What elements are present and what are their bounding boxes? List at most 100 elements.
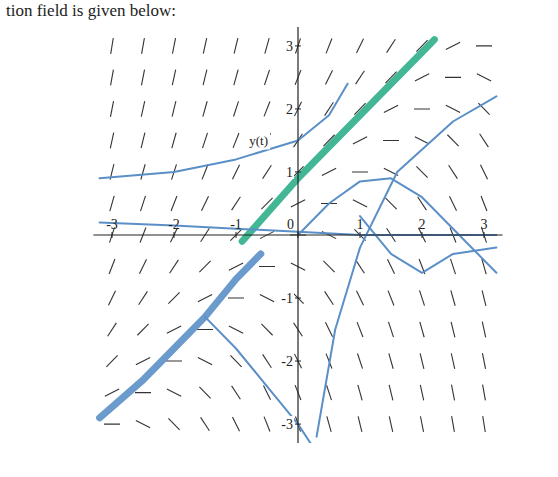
slope-segment xyxy=(327,416,331,431)
slope-segment xyxy=(172,70,175,86)
slope-segment xyxy=(228,297,244,298)
slope-segment xyxy=(352,171,368,172)
slope-segment xyxy=(139,259,146,273)
solution-curve xyxy=(100,254,261,418)
slope-segment xyxy=(141,196,146,211)
slope-segment xyxy=(449,196,456,210)
slope-segment xyxy=(199,261,210,272)
x-tick xyxy=(484,232,485,238)
slope-segment xyxy=(420,416,423,432)
y-tick-label: 3 xyxy=(286,39,293,54)
label-ground xyxy=(285,164,294,179)
slope-segment xyxy=(137,324,148,335)
slope-segment xyxy=(356,260,365,273)
y-tick-label: -2 xyxy=(281,354,293,369)
slope-segment xyxy=(445,77,461,78)
slope-segment xyxy=(265,38,269,53)
slope-segment xyxy=(263,354,272,367)
slope-segment xyxy=(449,165,458,178)
slope-segment xyxy=(356,39,363,53)
slope-segment xyxy=(166,361,182,362)
slope-segment xyxy=(106,355,117,366)
slope-segment xyxy=(476,45,492,46)
y-tick xyxy=(295,108,301,109)
slope-segment xyxy=(325,70,332,84)
slope-segment xyxy=(203,38,206,54)
slope-segment xyxy=(198,357,212,364)
slope-segment xyxy=(141,101,144,117)
y-tick xyxy=(295,171,301,172)
label-ground xyxy=(280,290,294,305)
slope-segment xyxy=(416,166,427,177)
x-tick-label: -1 xyxy=(230,217,242,232)
slope-segment xyxy=(141,133,145,149)
slope-segment xyxy=(356,71,365,84)
y-axis xyxy=(297,27,298,443)
slope-segment xyxy=(327,385,332,400)
label-ground xyxy=(247,132,270,149)
slope-segment xyxy=(111,38,114,54)
slope-segment xyxy=(414,108,430,109)
slope-segment xyxy=(452,416,455,432)
slope-segment xyxy=(451,353,454,369)
slope-segment xyxy=(482,322,485,338)
slope-segment xyxy=(387,259,394,273)
slope-segment xyxy=(259,266,275,267)
slope-segment xyxy=(322,168,336,175)
slope-segment xyxy=(135,392,151,393)
slope-segment xyxy=(168,292,179,303)
label-ground xyxy=(280,353,294,368)
slope-segment xyxy=(451,322,455,338)
slope-segment xyxy=(136,420,150,427)
slope-segment xyxy=(108,291,115,305)
slope-segment xyxy=(168,418,179,429)
slope-segment xyxy=(170,260,179,273)
x-tick-label: 1 xyxy=(357,217,364,232)
x-tick-label: 0 xyxy=(287,217,294,232)
slope-segment xyxy=(388,291,394,306)
slope-segment xyxy=(387,39,396,52)
y-tick-label: 2 xyxy=(286,102,293,117)
slope-segment xyxy=(353,137,367,144)
slope-segment xyxy=(451,290,455,305)
y-tick-label: -3 xyxy=(281,417,293,432)
slope-segment xyxy=(234,38,238,54)
slope-segment xyxy=(167,389,181,396)
slope-segment xyxy=(389,385,393,401)
y-tick-label: -1 xyxy=(281,291,293,306)
slope-segment xyxy=(353,200,367,207)
slope-segment xyxy=(232,386,241,399)
slope-segment xyxy=(415,137,429,144)
x-tick xyxy=(112,232,113,238)
solution-curve xyxy=(100,84,348,179)
slope-segment xyxy=(265,70,270,85)
slope-segment xyxy=(477,74,491,81)
slope-segment xyxy=(197,329,213,330)
solution-curve xyxy=(205,317,310,443)
slope-segment xyxy=(232,417,239,431)
slope-segment xyxy=(358,385,362,400)
slope-segment xyxy=(142,38,145,54)
slope-segment xyxy=(383,140,399,141)
y-tick xyxy=(295,45,301,46)
slope-segment xyxy=(451,385,454,401)
slope-segment xyxy=(261,324,272,335)
slope-segment xyxy=(172,101,176,117)
slope-segment xyxy=(199,387,210,398)
slope-segment xyxy=(108,323,117,336)
slope-segment xyxy=(389,322,394,337)
slope-segment xyxy=(110,196,114,211)
slope-segment xyxy=(356,291,363,305)
slope-segment xyxy=(232,197,241,210)
x-tick xyxy=(360,232,361,238)
slope-segment xyxy=(104,424,120,425)
slope-segment xyxy=(233,133,239,148)
slope-segment xyxy=(325,291,334,304)
slope-segment xyxy=(167,326,181,333)
x-tick xyxy=(236,232,237,238)
slope-segment xyxy=(141,164,145,179)
label-ground xyxy=(280,416,294,431)
slope-segment xyxy=(420,353,424,369)
slope-segment xyxy=(447,135,458,146)
slope-segment xyxy=(357,322,363,337)
